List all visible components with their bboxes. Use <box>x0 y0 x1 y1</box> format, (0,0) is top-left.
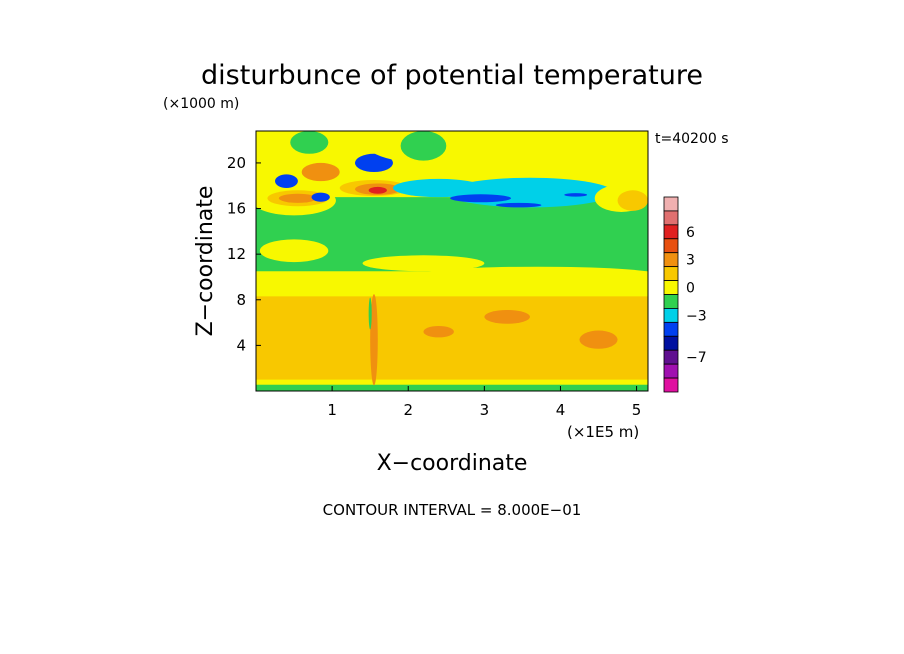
colorbar-swatch <box>663 252 679 268</box>
colorbar-swatch <box>663 335 679 351</box>
field-region <box>370 294 378 386</box>
plot-frame <box>255 130 649 392</box>
colorbar-label: −3 <box>686 308 707 324</box>
x-axis-label: X−coordinate <box>377 451 528 476</box>
field-region <box>301 162 340 182</box>
colorbar-swatch <box>663 196 679 212</box>
field-region <box>484 310 531 324</box>
field-region <box>368 297 372 330</box>
field-region <box>579 330 618 349</box>
field-region <box>259 239 329 263</box>
field-region <box>393 178 485 198</box>
y-axis-label: Z−coordinate <box>193 186 218 337</box>
field-region <box>423 326 454 338</box>
colorbar: 6 3 0 −3 −7 <box>663 196 707 393</box>
colorbar-swatch <box>663 321 679 337</box>
x-tick-label: 3 <box>480 401 490 419</box>
time-label: t=40200 s <box>655 131 729 147</box>
y-axis: 4 8 12 16 20 <box>227 154 261 354</box>
colorbar-swatch <box>663 238 679 254</box>
colorbar-label: 0 <box>686 281 695 297</box>
colorbar-swatch <box>663 363 679 379</box>
field-region <box>450 194 511 203</box>
y-tick-label: 4 <box>236 336 246 354</box>
field-region <box>423 266 648 281</box>
field-area <box>255 130 649 392</box>
field-region <box>354 153 394 173</box>
chart-title: disturbunce of potential temperature <box>201 60 703 91</box>
z-unit-label: (×1000 m) <box>163 96 239 112</box>
colorbar-swatch <box>663 308 679 323</box>
field-region <box>278 193 317 203</box>
colorbar-label: 6 <box>686 225 695 241</box>
contour-interval-note: CONTOUR INTERVAL = 8.000E−01 <box>323 501 582 519</box>
y-tick-label: 12 <box>227 245 246 263</box>
field-region <box>256 384 648 391</box>
x-tick-label: 1 <box>327 401 337 419</box>
x-unit-label: (×1E5 m) <box>567 423 639 441</box>
colorbar-label: −7 <box>686 350 707 366</box>
x-tick-label: 4 <box>556 401 566 419</box>
field-region <box>564 193 588 197</box>
field-region <box>290 131 329 154</box>
field-region <box>400 131 447 161</box>
x-tick-label: 2 <box>403 401 413 419</box>
colorbar-swatch <box>663 280 679 295</box>
colorbar-swatch <box>663 294 679 309</box>
x-axis: 1 2 3 4 5 <box>327 386 641 419</box>
colorbar-swatch <box>663 210 679 226</box>
field-region <box>275 174 298 189</box>
colorbar-swatch <box>663 349 679 365</box>
field-region <box>495 202 542 208</box>
y-tick-label: 16 <box>227 200 246 218</box>
colorbar-label: 3 <box>686 253 695 269</box>
colorbar-swatch <box>663 224 679 240</box>
field-region <box>368 186 387 194</box>
field-region <box>311 192 330 202</box>
x-tick-label: 5 <box>632 401 642 419</box>
colorbar-swatch <box>663 377 679 393</box>
colorbar-swatch <box>663 266 679 281</box>
field-region <box>362 255 485 272</box>
y-tick-label: 8 <box>236 291 246 309</box>
y-tick-label: 20 <box>227 154 246 172</box>
field-region <box>617 190 648 211</box>
